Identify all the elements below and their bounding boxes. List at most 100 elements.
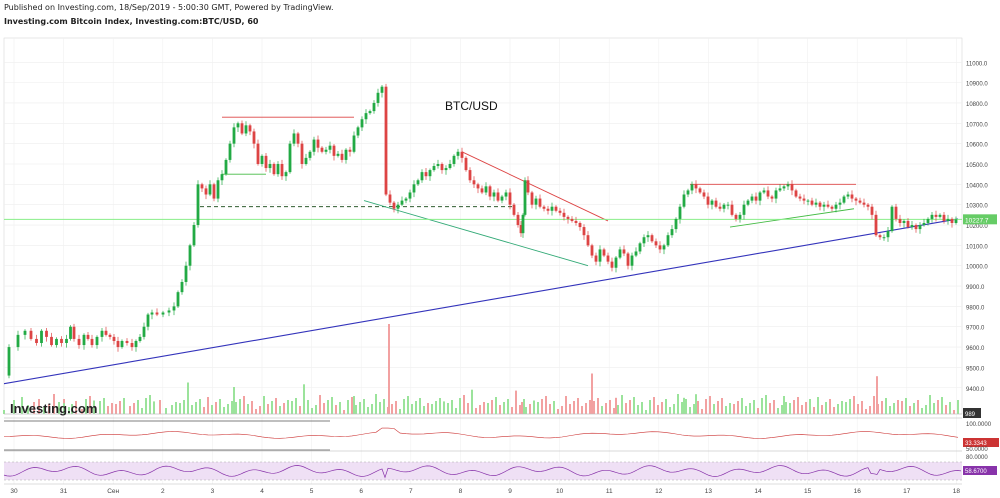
candle-body (340, 153, 344, 160)
volume-bar (475, 408, 477, 414)
volume-bar (115, 404, 117, 414)
candle-body (842, 196, 846, 203)
candle-body (790, 184, 794, 191)
indicator-panels: 100.0000 33.3343 80.0000 50.0000 58.6700 (3, 417, 999, 481)
volume-bar (669, 407, 671, 414)
btc-usd-annotation: BTC/USD (445, 99, 498, 113)
candle-body (444, 168, 448, 171)
y-tick-label: 10100.0 (966, 244, 988, 250)
volume-bar (641, 402, 643, 414)
candle-body (954, 219, 958, 223)
y-tick-label: 9900.0 (966, 285, 985, 291)
candle-body (142, 326, 146, 337)
volume-bar (107, 406, 109, 414)
volume-bar (495, 397, 497, 414)
candle-body (802, 198, 806, 201)
volume-bar (291, 401, 293, 414)
candle-body (476, 184, 480, 189)
volume-bar (219, 399, 221, 414)
candle-body (882, 237, 886, 239)
candle-body (878, 235, 882, 238)
candle-body (220, 174, 224, 181)
y-tick-label: 10500.0 (966, 163, 988, 169)
candle-body (946, 218, 950, 221)
y-tick-label: 10000.0 (966, 265, 988, 271)
long-term-support-line (3, 218, 959, 385)
falling-channel-upper (461, 151, 609, 222)
candle-body (718, 206, 722, 209)
volume-bar (411, 404, 413, 414)
last-price-badge (963, 214, 997, 225)
volume-bar (223, 407, 225, 414)
candle-body (890, 206, 894, 232)
volume-bar (431, 404, 433, 414)
candle-body (846, 194, 850, 197)
volume-bar (853, 396, 855, 414)
volume-bar (351, 397, 353, 414)
volume-bar (159, 400, 161, 414)
volume-bar (299, 406, 301, 414)
volume-bar (315, 405, 317, 414)
volume-bar (435, 401, 437, 414)
volume-bar (311, 408, 313, 414)
candle-body (484, 186, 488, 193)
volume-bar (499, 405, 501, 414)
volume-bar (519, 405, 521, 414)
volume-bar (507, 399, 509, 414)
logo-text: Investing.com (10, 401, 97, 416)
candle-body (678, 206, 682, 219)
volume-bar (463, 395, 465, 414)
volume-bar (175, 402, 177, 414)
candle-body (260, 155, 264, 164)
volume-badge (963, 408, 981, 418)
candle-body (698, 188, 702, 193)
volume-bar (363, 399, 365, 414)
volume-bar (33, 402, 35, 414)
volume-bar (721, 398, 723, 414)
volume-bar (165, 408, 167, 414)
indicator2-badge (963, 438, 999, 447)
candle-body (814, 202, 818, 205)
candle-body (296, 133, 300, 144)
volume-bar (275, 398, 277, 414)
volume-bar (283, 403, 285, 414)
candle-body (618, 249, 622, 258)
x-tick-label: 4 (260, 488, 264, 495)
candle-body (516, 214, 520, 226)
candle-body (610, 261, 614, 268)
volume-bar (68, 407, 70, 414)
candle-body (566, 216, 570, 219)
candle-body (204, 188, 208, 195)
candle-body (384, 86, 388, 195)
volume-bar (817, 397, 819, 414)
candle-body (714, 200, 718, 207)
volume-bar (821, 405, 823, 414)
volume-bar (573, 401, 575, 414)
volume-bar (343, 410, 345, 414)
volume-bar (613, 408, 615, 414)
volume-bar (129, 406, 131, 414)
candle-body (300, 143, 304, 164)
x-tick-label: 16 (854, 488, 862, 495)
volume-bar (873, 396, 875, 414)
volume-spike (615, 397, 617, 414)
volume-bar (841, 401, 843, 414)
candle-body (150, 312, 154, 315)
x-tick-label: 6 (359, 488, 363, 495)
volume-bar (523, 399, 525, 414)
volume-bar (231, 401, 233, 414)
volume-bar (459, 398, 461, 414)
volume-bar (367, 407, 369, 414)
volume-bar (753, 400, 755, 414)
volume-bar (13, 400, 15, 414)
volume-bar (191, 405, 193, 414)
candle-body (432, 166, 436, 171)
candle-body (818, 202, 822, 207)
candle-body (428, 170, 432, 177)
candle-body (523, 180, 527, 215)
volume-bar (553, 401, 555, 414)
volume-bar (427, 403, 429, 414)
volume-bar (557, 409, 559, 414)
volume-bar (681, 402, 683, 414)
